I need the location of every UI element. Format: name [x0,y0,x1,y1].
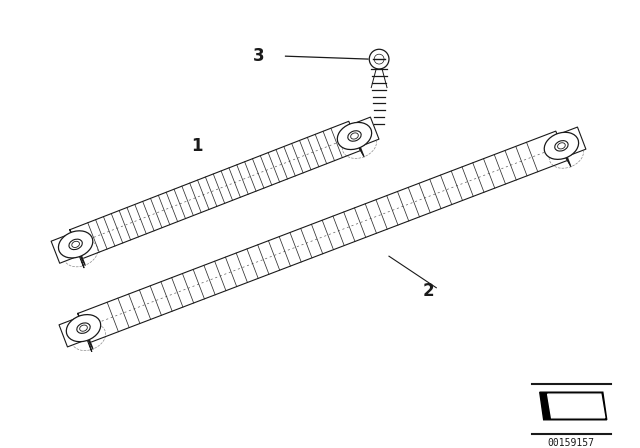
Polygon shape [51,233,80,263]
Text: 00159157: 00159157 [548,439,595,448]
Ellipse shape [69,239,83,250]
Polygon shape [71,233,85,264]
Ellipse shape [67,314,100,342]
Polygon shape [59,317,88,347]
Ellipse shape [77,323,90,333]
Ellipse shape [351,133,358,139]
Text: 3: 3 [253,47,265,65]
Polygon shape [548,394,605,418]
Polygon shape [78,131,567,343]
Polygon shape [557,135,571,166]
Text: 2: 2 [422,282,434,300]
Ellipse shape [72,241,79,247]
Ellipse shape [58,231,93,258]
Polygon shape [70,230,84,268]
Ellipse shape [557,143,565,149]
Polygon shape [79,317,93,348]
Polygon shape [78,314,92,352]
Ellipse shape [79,325,87,331]
Ellipse shape [337,122,372,150]
Text: 1: 1 [191,137,203,155]
Polygon shape [557,127,586,157]
Polygon shape [350,125,364,156]
Polygon shape [540,392,607,420]
Ellipse shape [544,132,579,159]
Circle shape [369,49,389,69]
Polygon shape [350,117,379,147]
Polygon shape [70,121,360,259]
Ellipse shape [555,141,568,151]
Ellipse shape [348,131,361,141]
